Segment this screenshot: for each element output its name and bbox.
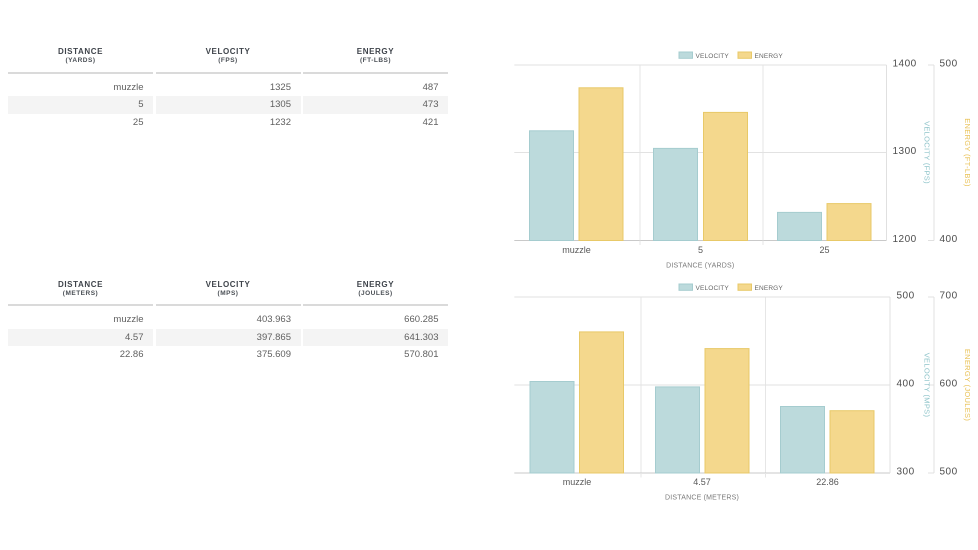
svg-text:DISTANCE (YARDS): DISTANCE (YARDS)	[666, 263, 734, 270]
svg-text:ENERGY (JOULES): ENERGY (JOULES)	[963, 349, 972, 421]
svg-text:muzzle: muzzle	[563, 477, 592, 487]
svg-text:VELOCITY: VELOCITY	[696, 53, 730, 60]
svg-text:ENERGY (FT-LBS): ENERGY (FT-LBS)	[963, 118, 972, 187]
svg-text:500: 500	[940, 467, 958, 478]
svg-text:ENERGY: ENERGY	[755, 53, 784, 60]
svg-text:700: 700	[940, 291, 958, 302]
svg-text:500: 500	[897, 291, 915, 302]
svg-text:400: 400	[940, 234, 958, 245]
svg-text:500: 500	[940, 59, 958, 70]
svg-text:muzzle: muzzle	[562, 245, 591, 255]
svg-text:VELOCITY: VELOCITY	[696, 285, 730, 292]
svg-text:5: 5	[698, 245, 703, 255]
svg-text:25: 25	[819, 245, 829, 255]
svg-text:4.57: 4.57	[693, 477, 711, 487]
svg-text:VELOCITY (FPS): VELOCITY (FPS)	[923, 121, 932, 184]
svg-text:ENERGY: ENERGY	[755, 285, 784, 292]
svg-text:VELOCITY (MPS): VELOCITY (MPS)	[923, 353, 932, 418]
svg-text:DISTANCE (METERS): DISTANCE (METERS)	[665, 495, 739, 502]
svg-text:400: 400	[897, 379, 915, 390]
svg-text:1200: 1200	[893, 234, 917, 245]
svg-text:22.86: 22.86	[816, 477, 839, 487]
svg-text:1300: 1300	[893, 146, 917, 157]
svg-text:600: 600	[940, 379, 958, 390]
svg-text:300: 300	[897, 467, 915, 478]
svg-text:1400: 1400	[893, 59, 917, 70]
